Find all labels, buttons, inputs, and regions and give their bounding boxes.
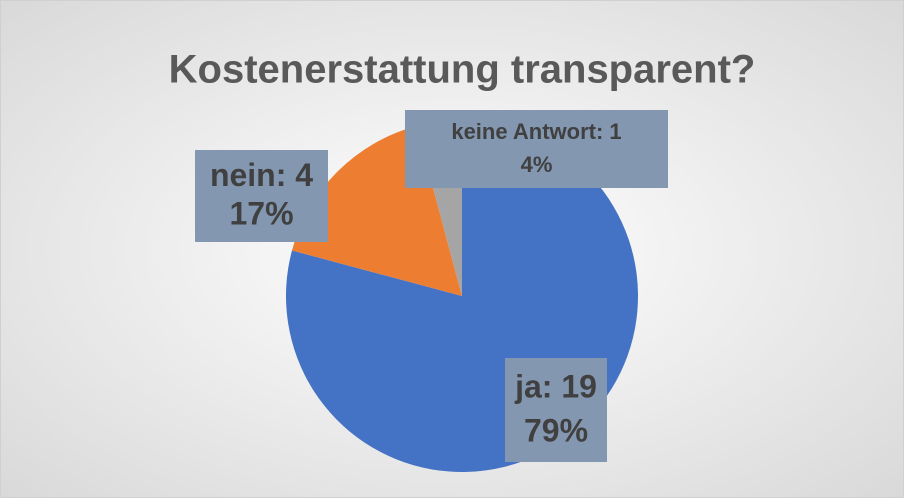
data-label-box bbox=[405, 110, 668, 188]
data-label: nein: 4 bbox=[210, 157, 313, 193]
data-label: ja: 19 bbox=[514, 369, 597, 405]
data-label-percent: 17% bbox=[229, 196, 293, 232]
data-label-percent: 4% bbox=[521, 152, 553, 177]
chart-title: Kostenerstattung transparent? bbox=[169, 48, 756, 92]
data-label-box bbox=[505, 358, 607, 462]
data-label-percent: 79% bbox=[524, 412, 588, 448]
data-label: keine Antwort: 1 bbox=[451, 119, 621, 144]
data-label-box bbox=[195, 150, 328, 242]
